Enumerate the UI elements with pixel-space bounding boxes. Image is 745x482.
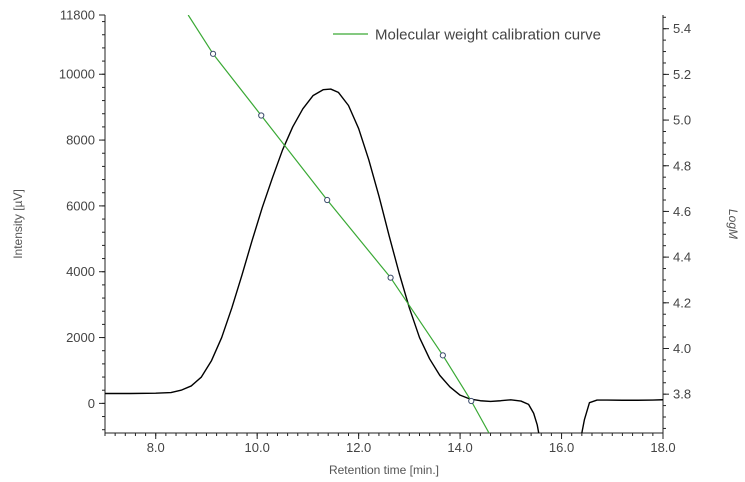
calibration-point	[324, 196, 331, 204]
x-tick-label: 18.0	[650, 440, 675, 455]
y-right-axis-title: LogM	[726, 209, 740, 239]
calibration-point	[209, 50, 217, 57]
calibration-curve-line	[187, 15, 490, 433]
x-tick-label: 10.0	[245, 440, 270, 455]
y-left-tick-label: 4000	[66, 264, 95, 279]
x-tick-label: 14.0	[447, 440, 472, 455]
x-tick-label: 8.0	[147, 440, 165, 455]
chromatogram-line-1	[581, 399, 663, 433]
y-right-tick-label: 4.8	[673, 158, 691, 173]
calibration-point	[258, 112, 265, 119]
y-right-tick-label: 5.0	[673, 113, 691, 128]
calibration-point	[387, 274, 394, 281]
legend-label: Molecular weight calibration curve	[375, 27, 601, 44]
axes-layer: 8.0 10.0 12.0 14.0 16.0 18.0 0 2000 4000 6000 8000…	[11, 8, 740, 478]
series-layer	[105, 15, 663, 433]
y-right-tick-label: 4.2	[673, 295, 691, 310]
y-left-tick-label: 6000	[66, 198, 95, 213]
x-axis-title: Retention time [min.]	[329, 463, 439, 477]
y-left-tick-label: 2000	[66, 330, 95, 345]
y-right-tick-label: 3.8	[673, 387, 691, 402]
y-right-tick-label: 4.6	[673, 204, 691, 219]
chromatogram-line-0	[105, 88, 540, 433]
calibration-point	[468, 397, 475, 405]
y-left-axis-title: Intensity [µV]	[11, 189, 25, 259]
y-left-tick-label: 11800	[60, 8, 95, 23]
y-left-tick-label: 0	[88, 396, 95, 411]
y-right-tick-label: 4.0	[673, 341, 691, 356]
y-right-tick-label: 5.2	[673, 67, 691, 82]
y-left-tick-label: 10000	[59, 67, 95, 82]
calibration-point	[439, 352, 446, 359]
y-right-tick-label: 5.4	[673, 21, 691, 36]
y-left-tick-label: 8000	[66, 133, 95, 148]
calibration-points-layer	[209, 50, 475, 405]
x-tick-label: 12.0	[346, 440, 371, 455]
x-tick-label: 16.0	[549, 440, 574, 455]
y-right-tick-label: 4.4	[673, 250, 691, 265]
legend: Molecular weight calibration curve	[333, 27, 601, 44]
